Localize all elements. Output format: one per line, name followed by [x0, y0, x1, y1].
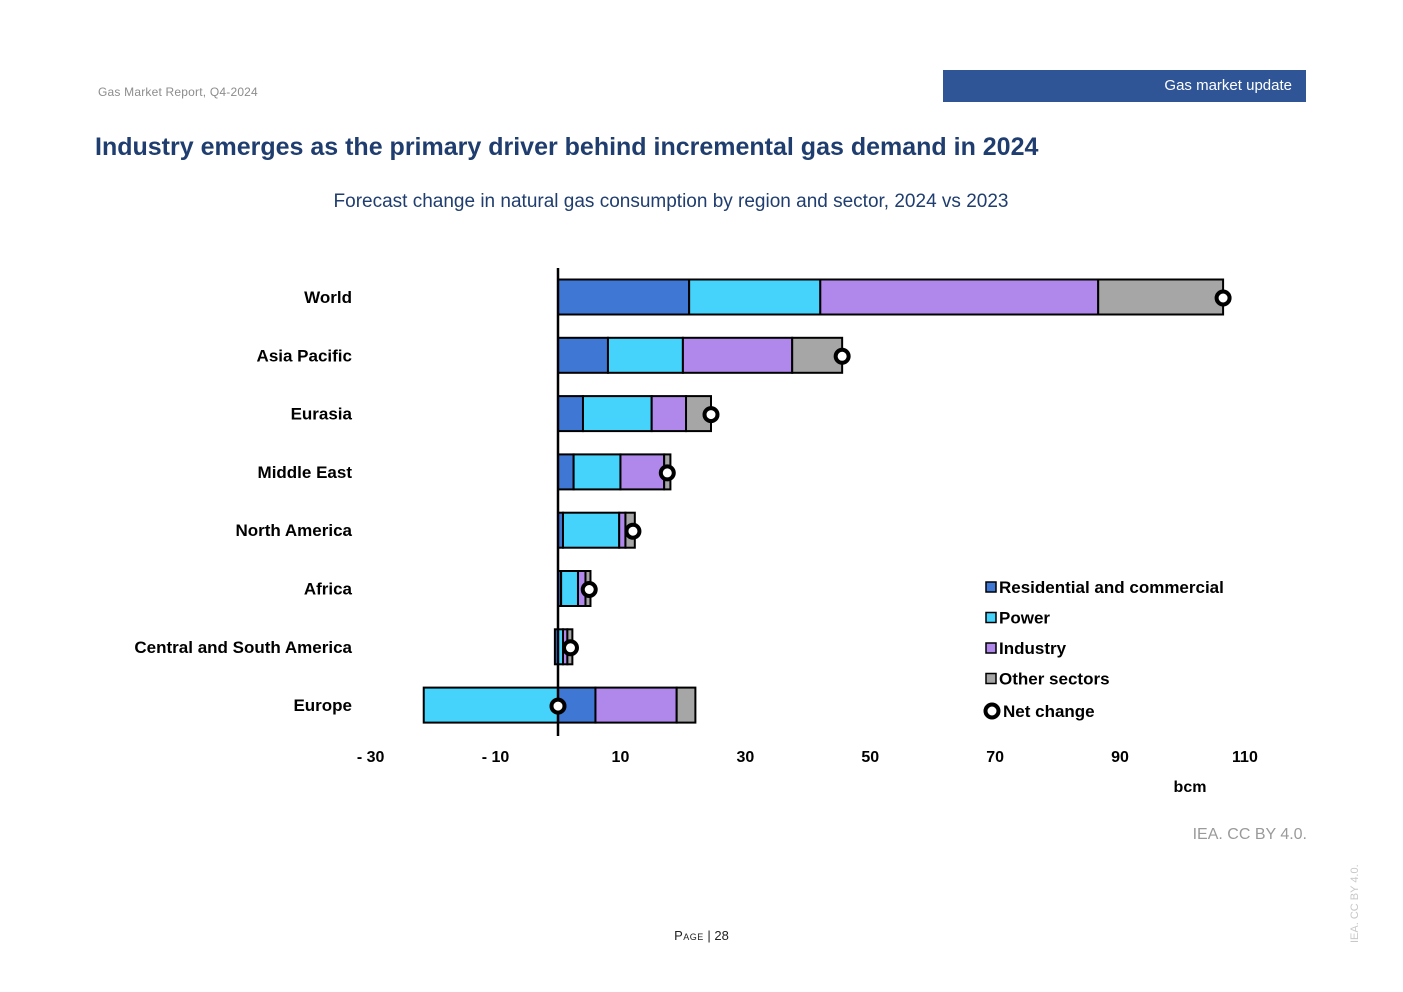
bar-world-other-sectors — [1097, 278, 1225, 316]
net-change-marker-central-and-south-america — [561, 639, 579, 657]
bar-europe-industry — [594, 686, 678, 724]
bar-europe-power — [422, 686, 560, 724]
report-name: Gas Market Report, Q4-2024 — [98, 85, 258, 99]
bar-eurasia-industry — [650, 395, 688, 433]
x-tick-label: - 10 — [482, 749, 510, 766]
x-tick-label: 70 — [986, 749, 1004, 766]
legend-marker-net-change — [983, 702, 1001, 720]
bar-asia-pacific-residential-and-commercial — [557, 336, 609, 374]
section-label: Gas market update — [1164, 77, 1292, 94]
net-change-marker-africa — [580, 581, 598, 598]
legend-label-power: Power — [999, 609, 1050, 628]
net-change-marker-asia-pacific — [833, 347, 851, 365]
page-separator: | — [707, 928, 711, 943]
legend-swatch-residential-and-commercial — [985, 581, 997, 593]
chart-subtitle: Forecast change in natural gas consumpti… — [333, 191, 1009, 212]
bar-middle-east-power — [572, 453, 622, 491]
net-change-marker-world — [1214, 289, 1232, 307]
x-tick-label: 110 — [1232, 749, 1258, 766]
x-tick-label: 50 — [861, 749, 879, 766]
category-label-north-america: North America — [235, 521, 352, 540]
page-footer: Page | 28 — [0, 928, 1403, 943]
net-change-marker-north-america — [624, 522, 642, 540]
bar-world-power — [688, 278, 822, 316]
page-word: Page — [674, 928, 704, 943]
category-label-world: World — [304, 288, 352, 307]
net-change-marker-eurasia — [702, 406, 720, 424]
legend-swatch-other-sectors — [985, 672, 997, 685]
bar-asia-pacific-power — [606, 336, 684, 374]
x-axis-label: bcm — [1174, 779, 1207, 796]
legend-swatch-industry — [985, 642, 997, 654]
bar-world-industry — [819, 278, 1100, 316]
legend-label-residential-and-commercial: Residential and commercial — [999, 578, 1224, 597]
bar-europe-other-sectors — [675, 686, 697, 724]
bar-africa-power — [560, 570, 579, 607]
legend-label-net-change: Net change — [1003, 702, 1095, 721]
legend-label-industry: Industry — [999, 639, 1067, 658]
bar-middle-east-residential-and-commercial — [557, 453, 575, 491]
net-change-marker-middle-east — [658, 464, 676, 482]
legend-label-other-sectors: Other sectors — [999, 670, 1110, 689]
legend-swatch-power — [985, 611, 997, 624]
bar-world-residential-and-commercial — [557, 278, 691, 316]
category-label-africa: Africa — [304, 580, 353, 599]
x-tick-label: 10 — [612, 749, 630, 766]
section-band: Gas market update — [943, 70, 1306, 102]
page-number: 28 — [714, 928, 729, 943]
category-label-asia-pacific: Asia Pacific — [257, 346, 352, 365]
bar-asia-pacific-industry — [681, 336, 794, 374]
category-label-eurasia: Eurasia — [291, 405, 353, 424]
page-title: Industry emerges as the primary driver b… — [95, 133, 1039, 161]
x-tick-label: - 30 — [357, 749, 385, 766]
credit-text: IEA. CC BY 4.0. — [1192, 826, 1307, 843]
category-label-middle-east: Middle East — [258, 463, 353, 482]
category-label-central-and-south-america: Central and South America — [134, 638, 352, 657]
category-label-europe: Europe — [293, 696, 352, 715]
bar-eurasia-power — [581, 395, 653, 433]
net-change-marker-europe — [549, 697, 567, 715]
x-tick-label: 90 — [1111, 749, 1129, 766]
bar-north-america-power — [561, 511, 621, 549]
bar-eurasia-residential-and-commercial — [557, 395, 584, 433]
x-tick-label: 30 — [736, 749, 754, 766]
bar-middle-east-industry — [619, 453, 666, 491]
